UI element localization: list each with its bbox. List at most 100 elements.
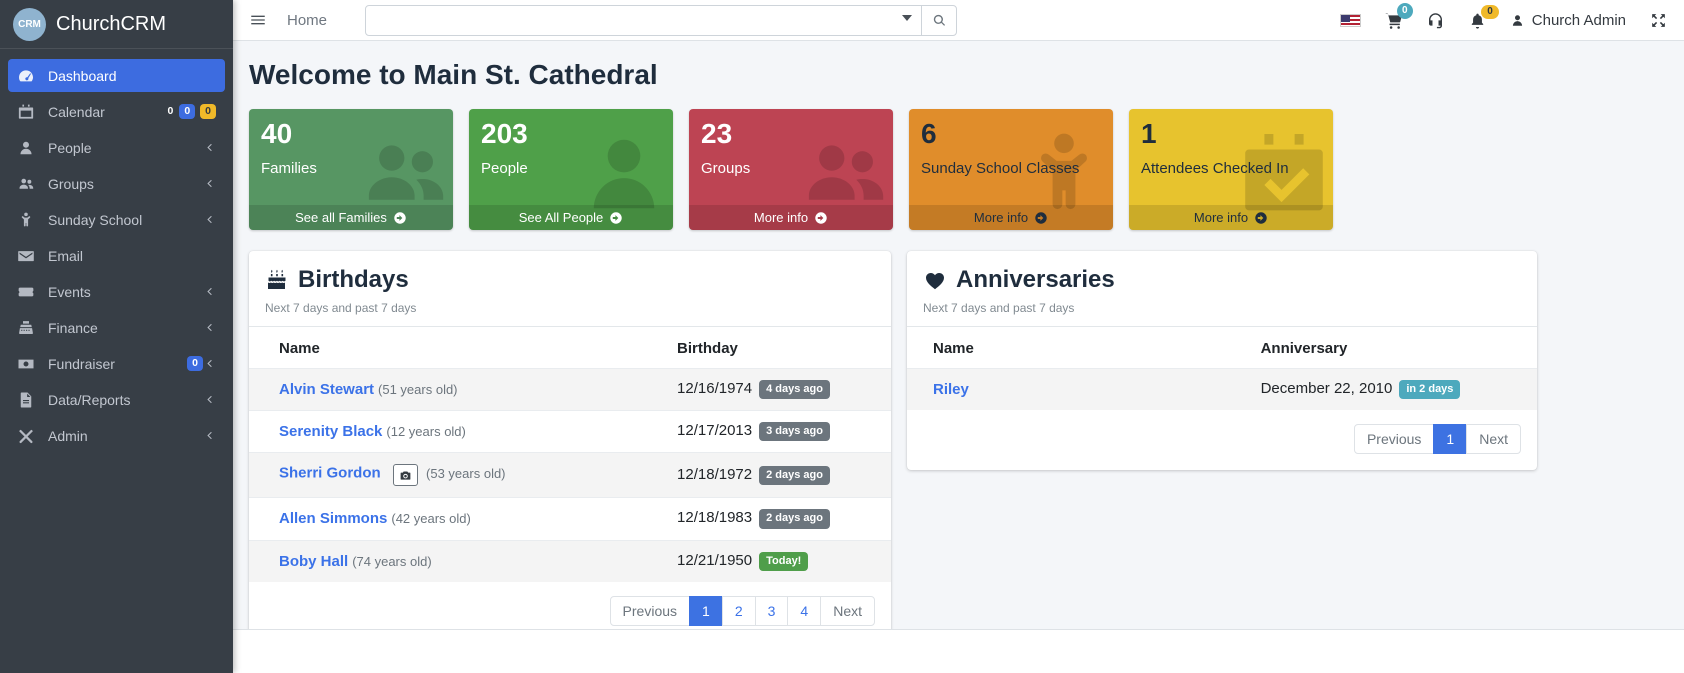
sidebar-item-finance[interactable]: Finance xyxy=(8,311,225,344)
person-link[interactable]: Serenity Black xyxy=(279,423,383,441)
birthday-date: 12/18/1983 xyxy=(677,509,753,527)
sidebar-item-dashboard[interactable]: Dashboard xyxy=(8,59,225,92)
user-menu[interactable]: Church Admin xyxy=(1510,12,1626,29)
heart-icon xyxy=(923,268,947,292)
birthdays-header: Birthdays Next 7 days and past 7 days xyxy=(249,251,891,327)
families-count: 40 xyxy=(261,118,293,149)
groups-count: 23 xyxy=(701,118,733,149)
brand-logo: CRM xyxy=(13,7,46,41)
anniversaries-card: Anniversaries Next 7 days and past 7 day… xyxy=(907,251,1537,471)
sidebar-item-fundraiser[interactable]: Fundraiser 0 xyxy=(8,347,225,380)
search-button[interactable] xyxy=(921,4,958,36)
pagination-previous[interactable]: Previous xyxy=(609,595,691,626)
page-title: Welcome to Main St. Cathedral xyxy=(249,59,658,90)
sidebar-toggle-button[interactable] xyxy=(249,11,267,29)
see-all-families-link[interactable]: See all Families xyxy=(249,205,453,230)
info-box-groups: 23 Groups More info xyxy=(689,109,893,230)
sidebar-item-events[interactable]: Events xyxy=(8,275,225,308)
see-all-people-link[interactable]: See All People xyxy=(469,205,673,230)
camera-icon xyxy=(399,469,412,482)
photo-button[interactable] xyxy=(392,464,418,487)
info-box-attendees: 1 Attendees Checked In More info xyxy=(1129,109,1333,230)
table-row: Allen Simmons (42 years old) 12/18/1983 2 … xyxy=(249,497,891,541)
days-ago-badge: 3 days ago xyxy=(759,422,830,442)
person-link[interactable]: Riley xyxy=(933,381,969,399)
birthdays-table: Name Birthday Alvin Stewart (51 years old… xyxy=(249,327,891,582)
table-row: Serenity Black (12 years old) 12/17/2013 3… xyxy=(249,410,891,453)
tools-icon xyxy=(17,427,35,445)
in-days-badge: in 2 days xyxy=(1399,380,1461,400)
pagination-previous[interactable]: Previous xyxy=(1353,424,1435,455)
birthdays-pagination: Previous 1 2 3 4 Next xyxy=(249,582,891,629)
birthday-date: 12/18/1972 xyxy=(677,465,753,483)
search-input[interactable] xyxy=(365,4,923,36)
arrow-circle-right-icon xyxy=(393,211,407,225)
person-link[interactable]: Boby Hall xyxy=(279,552,349,570)
pagination-next[interactable]: Next xyxy=(820,595,875,626)
search-group xyxy=(365,4,958,36)
chevron-left-icon xyxy=(203,213,216,226)
cart-badge: 0 xyxy=(1396,2,1413,19)
sidebar-item-admin[interactable]: Admin xyxy=(8,419,225,452)
sidebar-item-people[interactable]: People xyxy=(8,131,225,164)
chevron-left-icon xyxy=(203,285,216,298)
support-button[interactable] xyxy=(1426,11,1445,30)
column-header-name: Name xyxy=(933,340,974,357)
topbar-right: 0 0 Church Admin xyxy=(1339,2,1668,30)
pagination-page-4[interactable]: 4 xyxy=(787,595,822,626)
birthday-date: 12/17/2013 xyxy=(677,422,753,440)
fullscreen-button[interactable] xyxy=(1649,11,1668,30)
arrow-circle-right-icon xyxy=(1254,211,1268,225)
pagination-page-1[interactable]: 1 xyxy=(1433,424,1468,455)
brand[interactable]: CRM ChurchCRM xyxy=(0,0,233,49)
anniversary-date: December 22, 2010 xyxy=(1260,380,1393,397)
sidebar-item-email[interactable]: Email xyxy=(8,239,225,272)
pagination-page-3[interactable]: 3 xyxy=(754,595,789,626)
attendees-count: 1 xyxy=(1141,118,1157,149)
chevron-left-icon xyxy=(203,393,216,406)
person-link[interactable]: Allen Simmons xyxy=(279,510,388,528)
us-flag-icon[interactable] xyxy=(1339,13,1361,27)
chevron-left-icon xyxy=(203,141,216,154)
days-ago-badge: 2 days ago xyxy=(759,509,830,529)
table-row: Riley December 22, 2010 in 2 days xyxy=(907,368,1537,411)
notifications-button[interactable]: 0 xyxy=(1468,4,1499,30)
cards-row: Birthdays Next 7 days and past 7 days Na… xyxy=(249,251,1668,629)
pagination-next[interactable]: Next xyxy=(1466,424,1521,455)
pagination-page-2[interactable]: 2 xyxy=(721,595,756,626)
table-row: Sherri Gordon (53 years old) 12/18/1972 2… xyxy=(249,452,891,498)
sidebar-item-calendar[interactable]: Calendar 0 0 0 xyxy=(8,95,225,128)
person-age: (42 years old) xyxy=(391,511,471,527)
cart-button[interactable]: 0 xyxy=(1384,2,1413,30)
column-header-birthday: Birthday xyxy=(677,340,738,357)
sidebar-item-groups[interactable]: Groups xyxy=(8,167,225,200)
sidebar-item-data-reports[interactable]: Data/Reports xyxy=(8,383,225,416)
arrow-circle-right-icon xyxy=(814,211,828,225)
headset-icon xyxy=(1426,11,1445,30)
cash-register-icon xyxy=(17,319,35,337)
home-link[interactable]: Home xyxy=(287,11,328,29)
user-name: Church Admin xyxy=(1531,11,1626,29)
sidebar-nav: Dashboard Calendar 0 0 0 People Groups S… xyxy=(0,51,233,463)
search-dropdown-caret[interactable] xyxy=(902,14,913,21)
calendar-badge-plain: 0 xyxy=(167,104,174,117)
attendees-more-info-link[interactable]: More info xyxy=(1129,205,1333,230)
anniversaries-table: Name Anniversary Riley December 22, 2010… xyxy=(907,327,1537,411)
sunday-school-count: 6 xyxy=(921,118,937,149)
chevron-left-icon xyxy=(203,321,216,334)
topbar: Home 0 0 Churc xyxy=(233,0,1684,41)
groups-more-info-link[interactable]: More info xyxy=(689,205,893,230)
info-box-sunday-school: 6 Sunday School Classes More info xyxy=(909,109,1113,230)
person-link[interactable]: Alvin Stewart xyxy=(279,381,375,399)
pagination-page-1[interactable]: 1 xyxy=(689,595,723,626)
fundraiser-badge: 0 xyxy=(187,355,203,372)
days-ago-badge: 4 days ago xyxy=(759,380,830,400)
sidebar-item-sunday-school[interactable]: Sunday School xyxy=(8,203,225,236)
money-bill-icon xyxy=(17,355,35,373)
column-header-name: Name xyxy=(279,340,320,357)
person-link[interactable]: Sherri Gordon xyxy=(279,464,381,482)
person-age: (51 years old) xyxy=(378,382,458,398)
sunday-school-more-info-link[interactable]: More info xyxy=(909,205,1113,230)
birthdays-subtitle: Next 7 days and past 7 days xyxy=(265,301,417,315)
ticket-icon xyxy=(17,283,35,301)
